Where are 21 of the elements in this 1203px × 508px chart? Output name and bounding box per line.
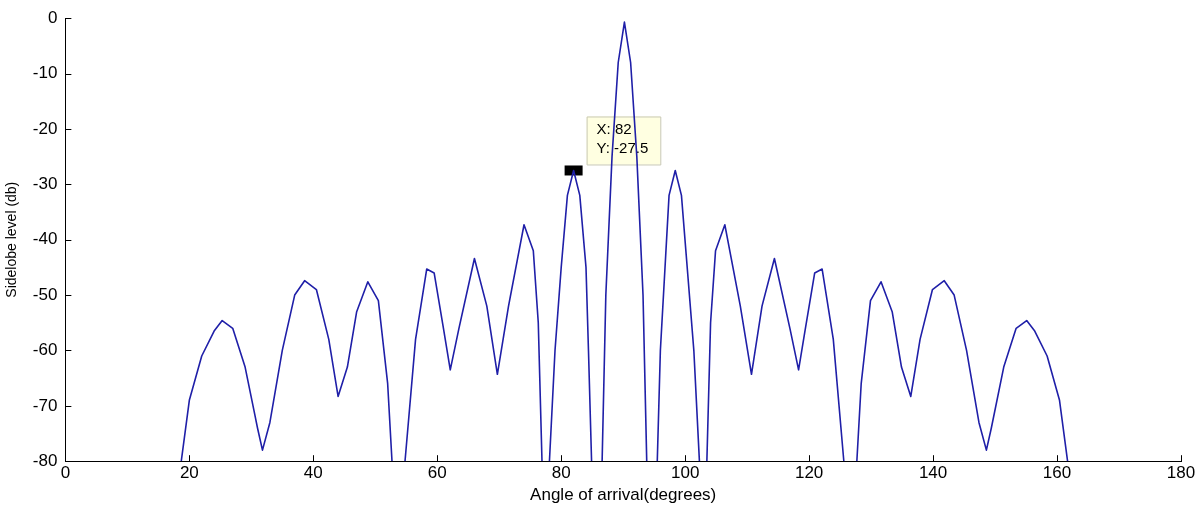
y-tick-label: -30 — [32, 174, 58, 194]
x-tick-label: 100 — [670, 463, 700, 483]
x-tick-label: 160 — [1042, 463, 1072, 483]
x-tick-label: 40 — [303, 463, 323, 483]
y-tick-label: -10 — [32, 63, 58, 83]
y-tick-label: -40 — [32, 229, 58, 249]
y-tick-label: -80 — [32, 450, 58, 470]
y-tick-label: 0 — [47, 7, 58, 27]
x-tick-label: 80 — [551, 463, 571, 483]
x-tick-label: 140 — [918, 463, 948, 483]
y-tick-label: -60 — [32, 340, 58, 360]
x-tick-label: 20 — [179, 463, 199, 483]
x-tick-label: 0 — [60, 463, 71, 483]
y-tick-label: -20 — [32, 118, 58, 138]
y-tick-label: -70 — [32, 395, 58, 415]
x-tick-label: 60 — [427, 463, 447, 483]
x-axis-title: Angle of arrival(degrees) — [530, 485, 717, 505]
y-tick-label: -50 — [32, 284, 58, 304]
y-axis-title: Sidelobe level (db) — [3, 181, 20, 298]
x-tick-label: 120 — [794, 463, 824, 483]
x-tick-label: 180 — [1166, 463, 1196, 483]
